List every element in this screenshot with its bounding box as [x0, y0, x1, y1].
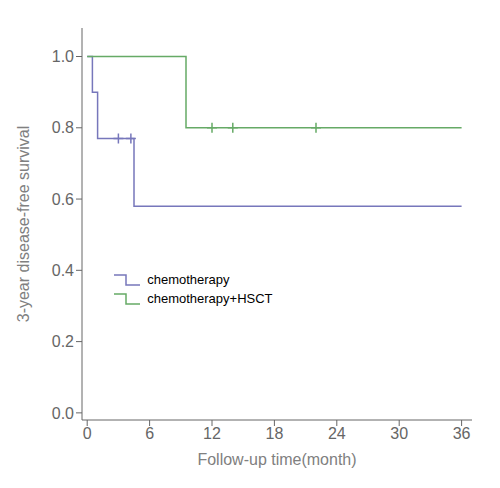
svg-text:0: 0	[83, 425, 92, 442]
svg-text:36: 36	[453, 425, 471, 442]
svg-text:3-year disease-free survival: 3-year disease-free survival	[15, 126, 32, 323]
svg-text:0.4: 0.4	[52, 262, 74, 279]
svg-text:12: 12	[203, 425, 221, 442]
svg-text:18: 18	[266, 425, 284, 442]
html-text:chemotherapy+HSCT: chemotherapy+HSCT	[147, 291, 273, 307]
svg-text:24: 24	[328, 425, 346, 442]
svg-text:1.0: 1.0	[52, 48, 74, 65]
svg-text:Follow-up time(month): Follow-up time(month)	[197, 451, 356, 468]
svg-text:0.0: 0.0	[52, 405, 74, 422]
svg-text:30: 30	[390, 425, 408, 442]
svg-text:0.8: 0.8	[52, 119, 74, 136]
html-text:chemotherapy: chemotherapy	[147, 272, 230, 288]
svg-text:0.2: 0.2	[52, 333, 74, 350]
svg-text:6: 6	[145, 425, 154, 442]
svg-text:0.6: 0.6	[52, 191, 74, 208]
